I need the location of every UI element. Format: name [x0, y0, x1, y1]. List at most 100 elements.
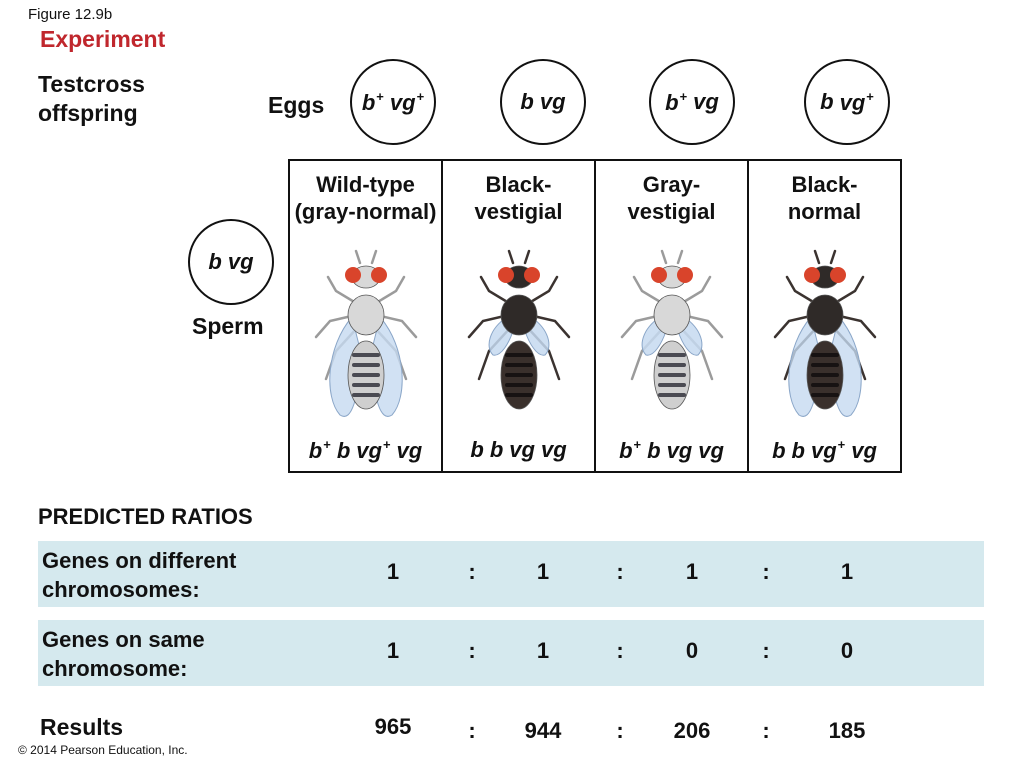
allele: vg: [540, 437, 567, 462]
result-value: 944: [524, 718, 562, 743]
ratio-separator: :: [468, 638, 476, 663]
predicted-ratios-title: PREDICTED RATIOS: [38, 504, 253, 529]
genotype-label: b b vg+ vg: [749, 437, 900, 464]
allele: b+: [362, 89, 384, 116]
offspring-label-line-1: Testcross: [38, 71, 145, 97]
allele-symbol: vg: [839, 89, 866, 115]
allele: b+: [619, 437, 642, 463]
phenotype-line-2: vestigial: [474, 199, 563, 224]
ratio-value: 1: [386, 559, 400, 584]
phenotype-line-1: Black-: [791, 172, 858, 197]
fly-image: [443, 247, 594, 427]
allele-superscript: +: [416, 88, 425, 104]
egg-gamete-circle: b+ vg+: [350, 59, 436, 145]
ratio-value: 1: [840, 559, 854, 584]
allele: vg: [851, 438, 877, 463]
ratio-separator: :: [616, 559, 624, 584]
fly-image: [290, 247, 441, 427]
genotype-label: b+ b vg+ vg: [290, 437, 441, 464]
allele: vg: [227, 249, 254, 274]
genotype-label: b b vg vg: [443, 437, 594, 463]
egg-gamete-circle: b+ vg: [649, 59, 735, 145]
allele: b: [647, 438, 661, 463]
fly-illustration: [773, 249, 876, 417]
ratio-row-label-line-1: Genes on same: [42, 627, 205, 652]
fly-image: [596, 247, 747, 427]
allele: b: [520, 89, 534, 114]
genotype-label: b+ b vg vg: [596, 437, 747, 464]
result-separator: :: [762, 718, 770, 743]
allele-superscript: +: [323, 437, 331, 452]
phenotype-line-2: (gray-normal): [294, 199, 437, 224]
fly-illustration: [620, 249, 723, 410]
ratio-row: Genes on same chromosome:: [38, 620, 984, 686]
phenotype-line-1: Black-: [485, 172, 552, 197]
allele: b: [791, 438, 805, 463]
allele-symbol: b: [619, 438, 633, 463]
ratio-separator: :: [468, 559, 476, 584]
phenotype-label: Black-vestigial: [443, 171, 594, 225]
phenotype-label: Gray-vestigial: [596, 171, 747, 225]
offspring-label-line-2: offspring: [38, 100, 138, 126]
allele: b+: [308, 437, 331, 463]
allele-superscript: +: [633, 437, 642, 452]
phenotype-label: Black-normal: [749, 171, 900, 225]
ratio-separator: :: [616, 638, 624, 663]
result-value: 185: [828, 718, 866, 743]
sperm-gamete-circle: b vg: [188, 219, 274, 305]
allele: b: [470, 437, 484, 462]
allele-superscript: +: [679, 88, 688, 104]
offspring-cell: Gray-vestigial b+ b vg vg: [596, 161, 749, 471]
allele: vg: [509, 437, 535, 462]
ratio-value: 0: [840, 638, 854, 663]
fly-image: [749, 247, 900, 427]
offspring-grid: Wild-type (gray-normal) b+ b vg+ vg Black-vest…: [288, 159, 902, 473]
eggs-label: Eggs: [268, 92, 325, 118]
fly-illustration: [467, 249, 570, 410]
ratio-row: Genes on different chromosomes:: [38, 541, 984, 607]
phenotype-line-1: Gray-: [642, 172, 701, 197]
result-separator: :: [468, 718, 476, 743]
allele: b: [820, 89, 834, 114]
testcross-offspring-label: Testcross offspring: [38, 70, 145, 128]
allele: vg+: [811, 437, 846, 463]
allele: vg+: [840, 89, 874, 116]
phenotype-line-2: normal: [787, 199, 862, 224]
phenotype-line-2: vestigial: [627, 199, 716, 224]
ratio-row-label-line-2: chromosome:: [42, 656, 188, 681]
egg-gamete-circle: b vg+: [804, 59, 890, 145]
ratio-row-label: Genes on same chromosome:: [42, 625, 205, 683]
ratio-row-label-line-2: chromosomes:: [42, 577, 200, 602]
figure-label: Figure 12.9b: [28, 6, 113, 23]
offspring-cell: Wild-type (gray-normal) b+ b vg+ vg: [290, 161, 443, 471]
allele: b: [489, 437, 504, 462]
ratio-value: 1: [536, 638, 550, 663]
allele: b: [208, 249, 222, 274]
allele-symbol: b: [308, 438, 323, 463]
allele-symbol: vg: [389, 89, 416, 115]
allele-symbol: b: [361, 89, 376, 115]
allele-superscript: +: [837, 437, 846, 452]
phenotype-line-1: Wild-type: [316, 172, 415, 197]
result-value: 965: [374, 714, 412, 739]
ratio-row-label-line-1: Genes on different: [42, 548, 237, 573]
result-value: 206: [673, 718, 711, 743]
sperm-label: Sperm: [192, 313, 264, 339]
offspring-cell: Black-vestigial b b vg vg: [443, 161, 596, 471]
result-separator: :: [616, 718, 624, 743]
ratio-value: 1: [386, 638, 400, 663]
results-heading: Results: [40, 714, 124, 740]
fly-illustration: [314, 249, 417, 417]
allele: b+: [665, 89, 687, 116]
allele-superscript: +: [382, 437, 391, 452]
allele-symbol: vg: [356, 438, 382, 463]
ratio-separator: :: [762, 638, 770, 663]
allele-symbol: b: [665, 89, 679, 115]
phenotype-label: Wild-type (gray-normal): [290, 171, 441, 225]
allele: vg: [396, 438, 423, 463]
allele: vg: [539, 89, 566, 114]
allele: vg: [666, 438, 693, 463]
ratio-value: 0: [685, 638, 699, 663]
allele: vg+: [356, 437, 391, 463]
copyright: © 2014 Pearson Education, Inc.: [18, 743, 188, 757]
